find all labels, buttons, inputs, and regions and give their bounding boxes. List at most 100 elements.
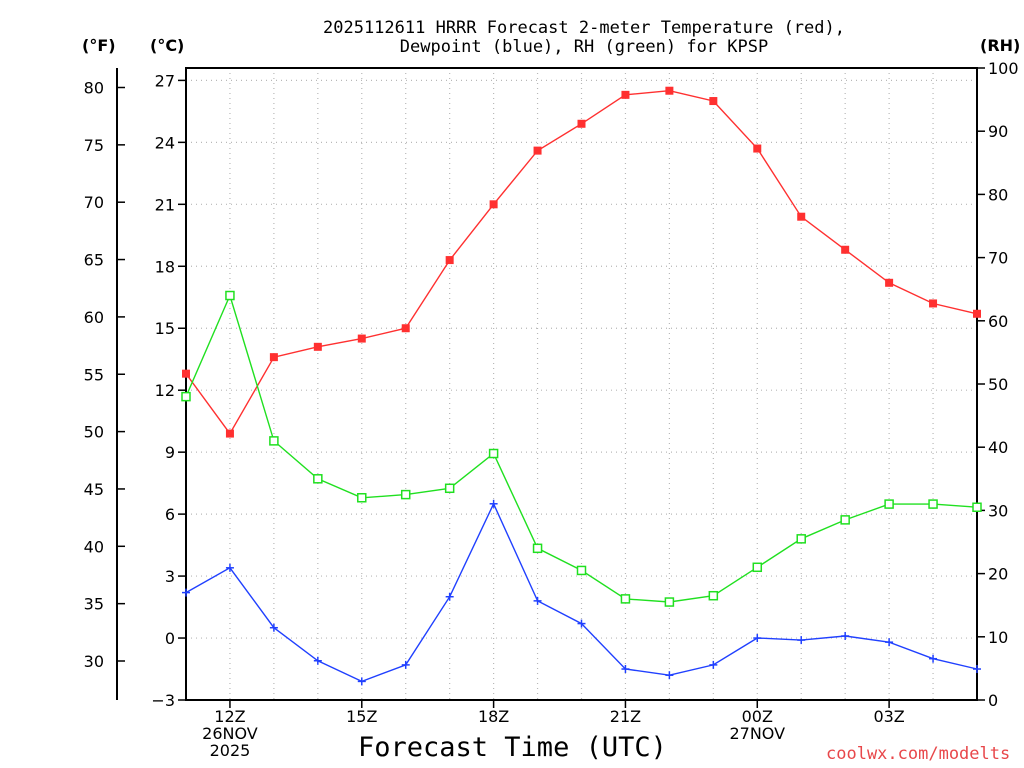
dewpoint-point xyxy=(533,596,542,605)
temperature-point xyxy=(357,334,366,343)
x-tick-label: 12Z xyxy=(214,707,245,726)
celsius-tick-label: 6 xyxy=(165,505,175,524)
rh-tick-label: 100 xyxy=(988,59,1019,78)
rh-tick-label: 10 xyxy=(988,628,1008,647)
dewpoint-point xyxy=(973,665,981,674)
fahrenheit-tick-label: 60 xyxy=(84,308,104,327)
dewpoint-point xyxy=(709,660,718,669)
rh-tick-label: 20 xyxy=(988,565,1008,584)
rh-point xyxy=(664,597,675,607)
dewpoint-point xyxy=(665,671,674,680)
rh-point xyxy=(840,515,850,525)
dewpoint-point xyxy=(797,636,806,645)
fahrenheit-tick-label: 80 xyxy=(84,78,104,97)
rh-tick-label: 70 xyxy=(988,249,1008,268)
temperature-point xyxy=(753,144,762,153)
fahrenheit-tick-label: 55 xyxy=(84,365,104,384)
dewpoint-point xyxy=(577,619,586,628)
temperature-point xyxy=(665,86,674,95)
series-layer xyxy=(181,86,982,686)
temperature-point xyxy=(533,146,542,155)
rh-point xyxy=(928,499,938,509)
fahrenheit-tick-label: 35 xyxy=(84,595,104,614)
rh-tick-label: 30 xyxy=(988,501,1008,520)
fahrenheit-tick-label: 65 xyxy=(84,251,104,270)
dewpoint-point xyxy=(489,499,498,508)
x-tick-label: 03Z xyxy=(873,707,904,726)
dewpoint-point xyxy=(445,592,454,601)
rh-point xyxy=(225,290,235,301)
rh-point xyxy=(444,483,455,494)
rh-point xyxy=(796,534,806,544)
dewpoint-point xyxy=(929,654,938,663)
fahrenheit-tick-label: 30 xyxy=(84,652,104,671)
temperature-point xyxy=(401,324,410,333)
x-tick-label: 18Z xyxy=(478,707,509,726)
dewpoint-point xyxy=(225,563,234,572)
dewpoint-point xyxy=(401,660,410,669)
credit-text: coolwx.com/modelts xyxy=(826,744,1011,764)
temperature-point xyxy=(797,212,806,221)
fahrenheit-tick-label: 70 xyxy=(84,193,104,212)
dewpoint-point xyxy=(269,623,278,632)
rh-point xyxy=(972,502,982,512)
rh-point xyxy=(620,594,631,604)
celsius-tick-label: 15 xyxy=(155,319,175,338)
celsius-tick-label: 27 xyxy=(155,71,175,90)
fahrenheit-tick-label: 75 xyxy=(84,136,104,155)
x-tick-label: 26NOV xyxy=(202,724,258,743)
temperature-point xyxy=(973,309,981,318)
rh-tick-label: 60 xyxy=(988,312,1008,331)
celsius-tick-label: 3 xyxy=(165,567,175,586)
rh-point xyxy=(884,499,894,509)
celsius-tick-label: −3 xyxy=(151,691,175,710)
fahrenheit-axis-label: (°F) xyxy=(82,36,116,55)
temperature-point xyxy=(885,278,894,287)
dewpoint-line xyxy=(185,502,978,683)
fahrenheit-tick-label: 40 xyxy=(84,537,104,556)
rh-tick-label: 80 xyxy=(988,185,1008,204)
x-tick-label: 2025 xyxy=(210,741,251,760)
rh-point xyxy=(576,565,587,576)
x-tick-label: 15Z xyxy=(346,707,377,726)
celsius-tick-label: 21 xyxy=(155,195,175,214)
rh-point xyxy=(488,448,499,459)
fahrenheit-tick-label: 45 xyxy=(84,480,104,499)
dewpoint-point xyxy=(841,631,850,640)
temperature-point xyxy=(709,97,718,106)
temperature-point xyxy=(313,342,322,351)
temperature-point xyxy=(182,369,190,378)
celsius-tick-label: 9 xyxy=(165,443,175,462)
temperature-point xyxy=(489,200,498,209)
x-axis-label: Forecast Time (UTC) xyxy=(358,732,667,763)
rh-point xyxy=(708,590,719,601)
dewpoint-point xyxy=(313,656,322,665)
x-tick-label: 21Z xyxy=(610,707,641,726)
rh-tick-label: 40 xyxy=(988,438,1008,457)
temperature-point xyxy=(929,299,938,308)
dewpoint-point xyxy=(753,634,762,643)
celsius-tick-label: 18 xyxy=(155,257,175,276)
celsius-tick-label: 24 xyxy=(155,133,175,152)
dewpoint-point xyxy=(621,665,630,674)
gridlines xyxy=(186,68,977,700)
temperature-point xyxy=(269,353,278,362)
temperature-point xyxy=(225,429,234,438)
rh-tick-label: 50 xyxy=(988,375,1008,394)
dewpoint-point xyxy=(182,588,190,597)
rh-point xyxy=(269,436,279,446)
dewpoint-point xyxy=(357,677,366,686)
celsius-tick-label: 0 xyxy=(165,629,175,648)
temperature-point xyxy=(445,256,454,265)
celsius-tick-label: 12 xyxy=(155,381,175,400)
axis-ticks: 2724211815129630−38075706560555045403530… xyxy=(84,59,1019,760)
x-tick-label: 00Z xyxy=(742,707,773,726)
x-tick-label: 27NOV xyxy=(729,724,785,743)
dewpoint-point xyxy=(885,638,894,647)
rh-point xyxy=(313,474,323,484)
rh-tick-label: 0 xyxy=(988,691,998,710)
rh-tick-label: 90 xyxy=(988,122,1008,141)
chart-title-line-1: 2025112611 HRRR Forecast 2-meter Tempera… xyxy=(323,18,845,38)
rh-point xyxy=(532,543,543,554)
